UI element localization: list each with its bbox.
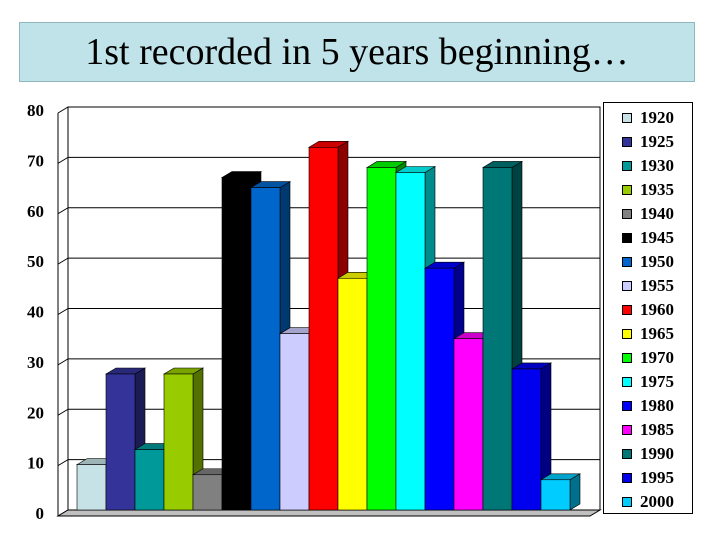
axes: 0 10 20 30 40 50 60 70 80 xyxy=(27,101,69,523)
legend-swatch xyxy=(622,305,632,315)
legend-item-1985: 1985 xyxy=(622,420,674,440)
y-tick-label: 30 xyxy=(27,353,44,372)
y-tick-label: 60 xyxy=(27,202,44,221)
gridline-depth xyxy=(57,408,69,416)
legend-item-1975: 1975 xyxy=(622,372,674,392)
bar-1935 xyxy=(162,367,205,511)
bar-front xyxy=(540,479,571,511)
bar-front xyxy=(163,373,194,511)
legend-item-1925: 1925 xyxy=(622,132,674,152)
gridline-depth xyxy=(57,358,69,366)
legend-item-1990: 1990 xyxy=(622,444,674,464)
y-tick-label: 0 xyxy=(36,504,45,523)
bar-front xyxy=(279,333,310,511)
legend-swatch xyxy=(622,257,632,267)
legend-swatch xyxy=(622,209,632,219)
legend-label: 1945 xyxy=(640,228,674,247)
legend-swatch xyxy=(622,353,632,363)
bar-front xyxy=(395,172,426,511)
legend-swatch xyxy=(622,137,632,147)
bar-2000 xyxy=(539,473,582,511)
gridline-depth xyxy=(57,156,69,164)
chart-floor xyxy=(56,509,602,517)
legend-item-1960: 1960 xyxy=(622,300,674,320)
bars xyxy=(75,140,582,511)
bar-front xyxy=(221,177,252,511)
bar-front xyxy=(250,187,281,511)
legend-swatch xyxy=(622,113,632,123)
legend-label: 1980 xyxy=(640,396,674,415)
legend-label: 1960 xyxy=(640,300,674,319)
legend-label: 1995 xyxy=(640,468,674,487)
legend-item-1945: 1945 xyxy=(622,228,674,248)
legend-label: 1985 xyxy=(640,420,674,439)
legend-item-1970: 1970 xyxy=(622,348,674,368)
legend-label: 1940 xyxy=(640,204,674,223)
legend-swatch xyxy=(622,473,632,483)
legend-item-1935: 1935 xyxy=(622,180,674,200)
chart-title: 1st recorded in 5 years beginning… xyxy=(19,22,695,82)
legend-label: 1950 xyxy=(640,252,674,271)
legend-swatch xyxy=(622,281,632,291)
y-tick-label: 80 xyxy=(27,101,44,120)
legend-label: 1975 xyxy=(640,372,674,391)
bar-1975 xyxy=(394,165,437,511)
legend-item-1920: 1920 xyxy=(622,108,674,128)
y-tick-label: 10 xyxy=(27,454,44,473)
legend-label: 1955 xyxy=(640,276,674,295)
legend-swatch xyxy=(622,449,632,459)
legend-label: 1930 xyxy=(640,156,674,175)
legend-swatch xyxy=(622,377,632,387)
legend-label: 1925 xyxy=(640,132,674,151)
y-tick-label: 40 xyxy=(27,303,44,322)
legend-swatch xyxy=(622,497,632,507)
y-tick-label: 50 xyxy=(27,252,44,271)
legend-item-1995: 1995 xyxy=(622,468,674,488)
bar-1925 xyxy=(104,367,147,511)
legend-item-1955: 1955 xyxy=(622,276,674,296)
legend-label: 1965 xyxy=(640,324,674,343)
bar-front xyxy=(192,474,223,511)
legend-swatch xyxy=(622,185,632,195)
bar-front xyxy=(511,368,542,511)
legend-item-1940: 1940 xyxy=(622,204,674,224)
gridline-depth xyxy=(57,308,69,315)
y-tick-label: 70 xyxy=(27,151,44,170)
bar-front xyxy=(134,449,165,511)
gridline-depth xyxy=(57,106,69,114)
legend-item-2000: 2000 xyxy=(622,492,674,512)
legend-item-1980: 1980 xyxy=(622,396,674,416)
legend: 1920 1925 1930 1935 1940 1945 1950 1955 1960 1965… xyxy=(603,102,693,514)
bar-front xyxy=(366,167,397,511)
legend-label: 2000 xyxy=(640,492,674,511)
bar-front xyxy=(453,338,484,511)
bar-front xyxy=(482,167,513,511)
legend-item-1950: 1950 xyxy=(622,252,674,272)
legend-swatch xyxy=(622,329,632,339)
gridline-depth xyxy=(57,257,69,265)
legend-swatch xyxy=(622,233,632,243)
legend-label: 1920 xyxy=(640,108,674,127)
bar-1995 xyxy=(510,362,553,511)
legend-label: 1935 xyxy=(640,180,674,199)
legend-swatch xyxy=(622,401,632,411)
legend-label: 1990 xyxy=(640,444,674,463)
bar-front xyxy=(337,277,368,511)
bar-front xyxy=(424,267,455,511)
y-tick-label: 20 xyxy=(27,403,44,422)
bar-front xyxy=(105,373,136,511)
bar-front xyxy=(76,464,107,511)
legend-swatch xyxy=(622,425,632,435)
gridline-depth xyxy=(57,459,69,467)
legend-label: 1970 xyxy=(640,348,674,367)
legend-item-1965: 1965 xyxy=(622,324,674,344)
bar-front xyxy=(308,147,339,511)
legend-swatch xyxy=(622,161,632,171)
gridline-depth xyxy=(57,207,69,215)
legend-item-1930: 1930 xyxy=(622,156,674,176)
